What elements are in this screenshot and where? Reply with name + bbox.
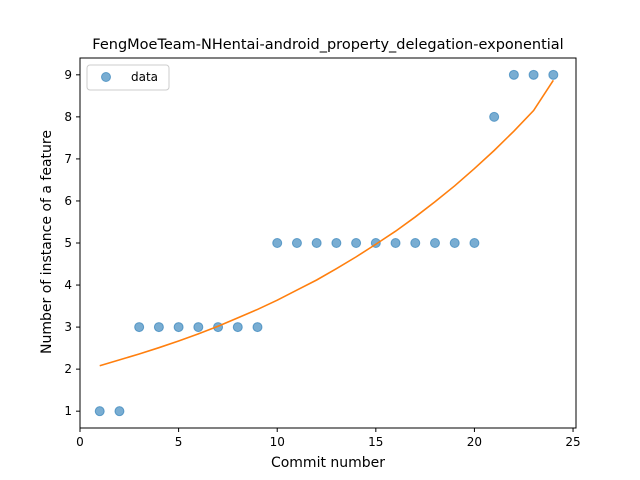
x-tick-label: 15 — [368, 435, 383, 449]
y-tick-label: 5 — [64, 236, 72, 250]
data-point — [193, 322, 204, 333]
y-tick-label: 9 — [64, 68, 72, 82]
y-tick-label: 2 — [64, 362, 72, 376]
data-point — [390, 238, 401, 248]
legend-marker — [101, 72, 111, 82]
plot-area — [94, 69, 559, 417]
data-point — [331, 238, 342, 248]
chart-title: FengMoeTeam-NHentai-android_property_del… — [92, 37, 563, 53]
x-tick-label: 10 — [270, 435, 285, 449]
data-point — [134, 322, 145, 333]
legend: data — [86, 64, 170, 91]
data-point — [410, 238, 421, 248]
x-tick-label: 5 — [175, 435, 183, 449]
data-point — [528, 69, 539, 80]
data-point — [272, 238, 283, 248]
data-point — [232, 322, 243, 333]
data-point — [449, 238, 460, 248]
legend-box — [86, 64, 170, 91]
y-tick-label: 8 — [64, 110, 72, 124]
data-point — [469, 238, 480, 248]
data-point — [351, 238, 362, 248]
data-point — [548, 69, 559, 80]
data-point — [94, 406, 105, 417]
y-tick-label: 3 — [64, 320, 72, 334]
data-point — [252, 322, 263, 333]
data-point — [311, 238, 322, 248]
y-tick-label: 4 — [64, 278, 72, 292]
x-tick-label: 20 — [467, 435, 482, 449]
data-point — [489, 111, 500, 122]
legend-entry-data: data — [131, 70, 158, 84]
data-point — [153, 322, 164, 333]
data-point — [291, 238, 302, 248]
data-point — [508, 69, 519, 80]
x-tick-label: 0 — [76, 435, 84, 449]
y-tick-label: 6 — [64, 194, 72, 208]
data-point — [173, 322, 184, 333]
fit-line — [99, 79, 554, 367]
y-tick-label: 1 — [64, 404, 72, 418]
x-axis-label: Commit number — [271, 455, 385, 471]
axes-frame — [79, 57, 577, 429]
y-tick-label: 7 — [64, 152, 72, 166]
data-point — [114, 406, 125, 417]
y-axis-label: Number of instance of a feature — [39, 130, 55, 354]
x-tick-label: 25 — [565, 435, 580, 449]
data-point — [429, 238, 440, 248]
